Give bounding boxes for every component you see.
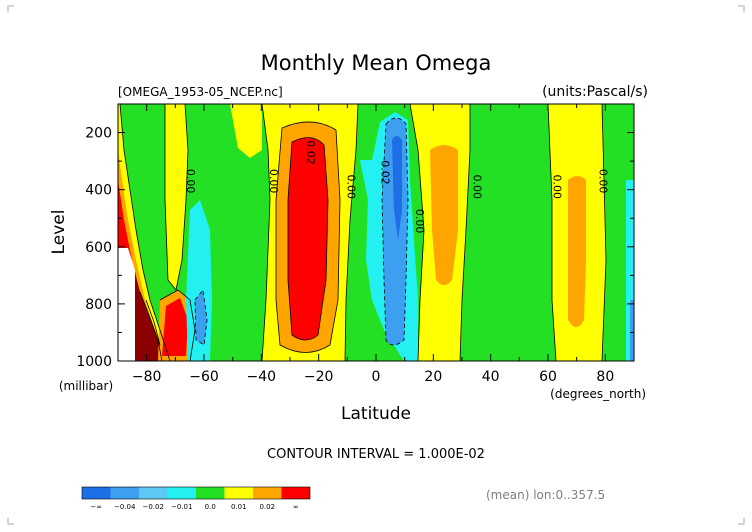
- contour-lines-negative: [194, 117, 409, 346]
- legend-swatch: [281, 487, 310, 499]
- contour-line: [344, 104, 359, 361]
- contour-line: [275, 121, 341, 353]
- y-axis: 200 400 600 800 1000: [76, 103, 634, 370]
- legend-label: 0.01: [231, 503, 247, 511]
- field-south-darkred: [133, 272, 162, 361]
- contour-field: [118, 104, 634, 361]
- contour-line: [287, 137, 329, 341]
- x-axis-label: Latitude: [341, 404, 411, 424]
- field-south-missing: [118, 248, 135, 361]
- contour-line: [139, 291, 163, 361]
- y-tick-label: 800: [85, 297, 112, 313]
- legend-label: 0.02: [259, 503, 275, 511]
- contour-label: 0.00: [184, 169, 197, 194]
- contour-line: [119, 104, 171, 361]
- x-tick-label: 80: [596, 369, 614, 385]
- contour-label: 0.02: [304, 140, 317, 165]
- x-tick-label: 40: [482, 369, 500, 385]
- legend-label: −0.04: [114, 503, 136, 511]
- legend-label: ∞: [293, 503, 299, 511]
- x-tick-label: −60: [189, 369, 219, 385]
- legend-label: −0.02: [143, 503, 164, 511]
- crop-mark-bottom-left: [7, 518, 14, 525]
- field-cell-red: [162, 298, 188, 356]
- y-tick-label: 200: [85, 126, 112, 142]
- contour-line: [547, 104, 557, 361]
- x-tick-label: −20: [304, 369, 334, 385]
- legend-label: −∞: [90, 503, 102, 511]
- x-axis: −80 −60 −40 −20 0 20 40 60 80: [117, 104, 635, 385]
- contour-interval: CONTOUR INTERVAL = 1.000E-02: [267, 447, 485, 462]
- contour-labels: 0.00 0.00 0.02 0.00 0.02 0.00 0.00 0.00 0.00: [184, 140, 610, 233]
- contour-line: [409, 104, 425, 361]
- field-yellow-band-1: [165, 104, 188, 290]
- legend-swatch: [253, 487, 282, 499]
- legend-swatch: [167, 487, 196, 499]
- x-tick-label: 0: [372, 369, 381, 385]
- contour-label: 0.00: [551, 175, 564, 200]
- field-blue-north: [630, 300, 634, 361]
- x-tick-label: 60: [539, 369, 557, 385]
- legend-label: −0.01: [171, 503, 192, 511]
- contour-line: [459, 104, 471, 361]
- contour-line: [145, 299, 161, 346]
- contour-line: [381, 117, 409, 346]
- contour-lines: [119, 104, 607, 361]
- contour-line: [194, 289, 208, 346]
- crop-marks: [7, 5, 745, 525]
- legend-swatch: [196, 487, 225, 499]
- contour-label: 0.00: [413, 209, 426, 234]
- chart-title: Monthly Mean Omega: [261, 51, 492, 75]
- contour-label: 0.00: [267, 169, 280, 194]
- crop-mark-top-left: [7, 5, 14, 12]
- contour-label: 0.02: [379, 160, 392, 185]
- x-tick-label: 20: [424, 369, 442, 385]
- field-yellow-band-2: [230, 104, 262, 158]
- field-darkblue-equator: [392, 136, 402, 240]
- x-units: (degrees_north): [550, 387, 646, 401]
- legend-swatch: [110, 487, 139, 499]
- y-tick-label: 600: [85, 240, 112, 256]
- legend-swatch: [224, 487, 253, 499]
- mean-longitude-note: (mean) lon:0..357.5: [486, 488, 605, 502]
- field-orange-band-4: [430, 145, 458, 285]
- contour-line: [601, 104, 607, 361]
- contour-line: [159, 289, 196, 361]
- x-tick-label: −40: [247, 369, 277, 385]
- field-red-center: [288, 137, 328, 340]
- crop-mark-bottom-right: [738, 518, 745, 525]
- y-tick-label: 1000: [76, 354, 112, 370]
- dataset-filename: [OMEGA_1953-05_NCEP.nc]: [118, 85, 283, 99]
- crop-mark-top-right: [738, 5, 745, 12]
- y-tick-label: 400: [85, 183, 112, 199]
- y-units: (millibar): [59, 379, 113, 393]
- contour-label: 0.00: [597, 169, 610, 194]
- legend-label: 0.0: [205, 503, 216, 511]
- legend-swatch: [82, 487, 111, 499]
- field-orange-band-5: [568, 176, 586, 327]
- field-green-speck: [145, 268, 155, 278]
- contour-line: [164, 104, 189, 291]
- y-axis-label: Level: [49, 210, 69, 255]
- x-tick-label: −80: [132, 369, 162, 385]
- contour-label: 0.00: [470, 175, 483, 200]
- field-blue-south: [195, 290, 207, 345]
- legend-swatch: [139, 487, 168, 499]
- units-label: (units:Pascal/s): [542, 84, 648, 100]
- contour-label: 0.00: [344, 175, 357, 200]
- contour-line: [261, 104, 271, 361]
- legend-frame: [81, 486, 311, 500]
- color-legend: −∞ −0.04 −0.02 −0.01 0.0 0.01 0.02 ∞: [81, 486, 311, 511]
